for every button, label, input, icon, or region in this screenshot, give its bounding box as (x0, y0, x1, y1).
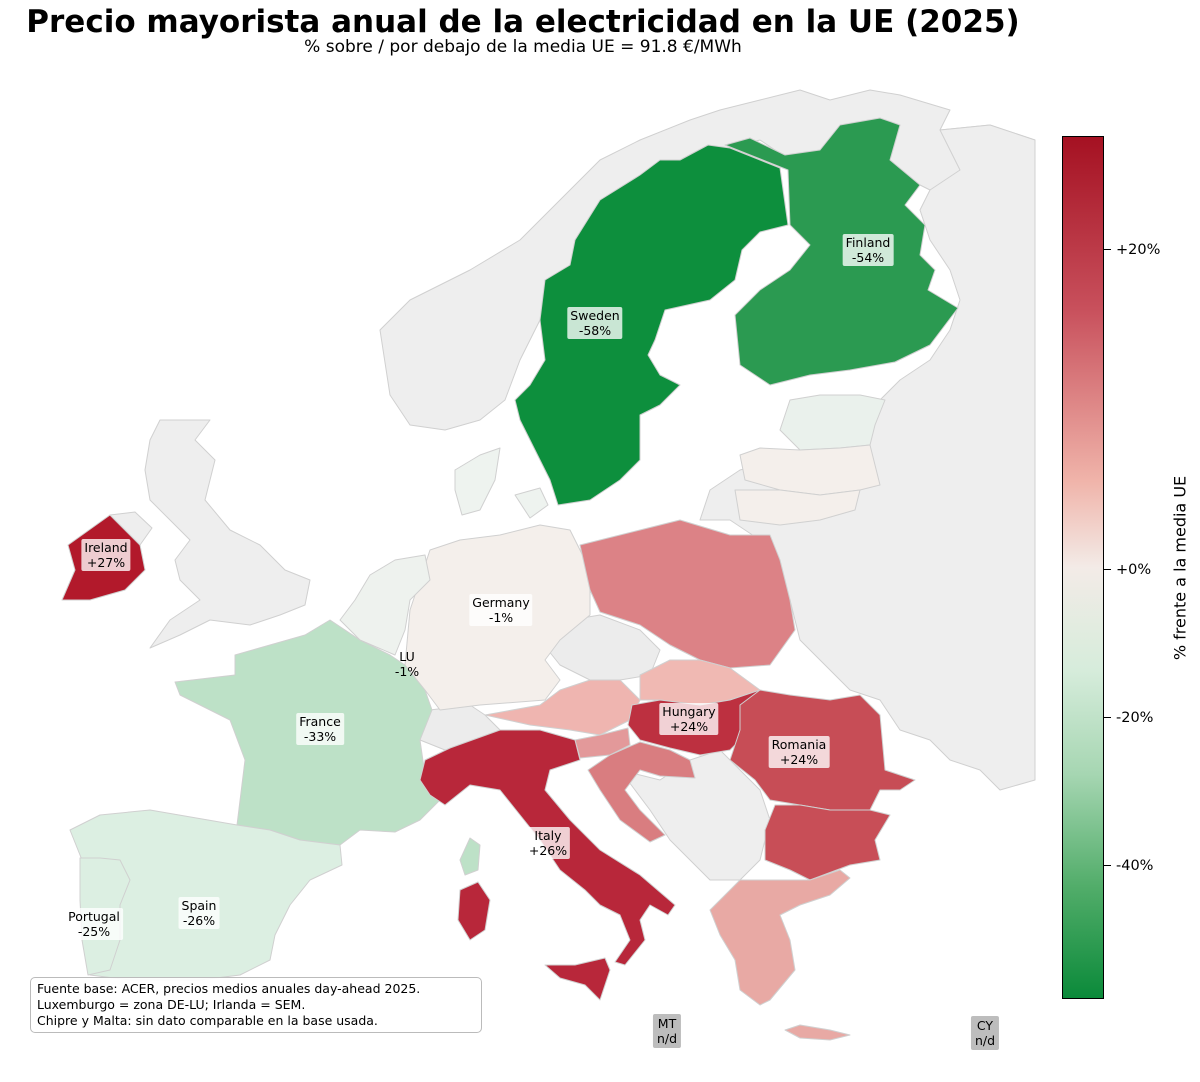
colorbar-tick (1104, 249, 1111, 250)
country-label-italy: Italy +26% (525, 827, 571, 859)
colorbar (1062, 136, 1104, 999)
country-label-luxembourg: LU -1% (392, 648, 422, 680)
sardinia-shape (457, 881, 491, 941)
finland-shape (724, 117, 959, 386)
country-value: +24% (779, 752, 819, 767)
map-subtitle: % sobre / por debajo de la media UE = 91… (304, 37, 742, 57)
estonia-shape (779, 394, 886, 451)
country-value: +27% (86, 555, 126, 570)
country-name: France (299, 714, 341, 729)
country-name: CY (976, 1018, 994, 1033)
sweden-shape (514, 144, 789, 506)
sicily-shape (544, 957, 611, 1001)
source-note: Fuente base: ACER, precios medios anuale… (30, 977, 482, 1033)
country-value: +24% (669, 719, 709, 734)
country-name: Romania (771, 737, 827, 752)
bulgaria-shape (764, 804, 891, 881)
colorbar-tick-label: -40% (1116, 858, 1154, 874)
country-name: Ireland (84, 540, 128, 555)
country-label-romania: Romania +24% (768, 736, 830, 768)
country-label-finland: Finland -54% (842, 234, 894, 266)
country-value: -25% (77, 924, 111, 939)
denmark-shape (454, 447, 501, 516)
colorbar-tick (1104, 717, 1111, 718)
country-value: -54% (851, 250, 885, 265)
country-name: Portugal (68, 909, 120, 924)
source-line: Fuente base: ACER, precios medios anuale… (37, 981, 421, 996)
poland-shape (579, 519, 796, 669)
country-label-malta: MT n/d (652, 1014, 682, 1048)
country-name: LU (399, 649, 415, 664)
benelux-shape (339, 554, 431, 656)
crete-shape (784, 1024, 851, 1041)
croatia-shape (587, 741, 696, 843)
map-title: Precio mayorista anual de la electricida… (26, 4, 1020, 40)
uk-shape (144, 419, 311, 649)
northern-ireland-shape (109, 511, 153, 546)
country-value: n/d (974, 1033, 996, 1048)
country-label-germany: Germany -1% (469, 594, 533, 626)
country-value: -1% (488, 610, 514, 625)
colorbar-tick-label: +20% (1116, 242, 1161, 258)
country-label-cyprus: CY n/d (970, 1016, 1000, 1050)
country-value: n/d (656, 1031, 678, 1046)
country-value: -26% (182, 913, 216, 928)
country-label-sweden: Sweden -58% (567, 307, 623, 339)
country-name: Germany (472, 595, 530, 610)
greece-shape (709, 869, 851, 1006)
country-value: -33% (303, 729, 337, 744)
source-line: Luxemburgo = zona DE-LU; Irlanda = SEM. (37, 997, 306, 1012)
country-name: Italy (534, 828, 562, 843)
country-label-ireland: Ireland +27% (81, 539, 131, 571)
country-label-hungary: Hungary +24% (659, 703, 719, 735)
country-label-spain: Spain -26% (178, 897, 220, 929)
corsica-shape (459, 837, 481, 876)
denmark-island-shape (514, 487, 549, 519)
country-name: Sweden (570, 308, 620, 323)
colorbar-tick (1104, 569, 1111, 570)
colorbar-title: % frente a la media UE (1170, 475, 1190, 661)
colorbar-tick-label: +0% (1116, 562, 1152, 578)
lithuania-shape (734, 489, 861, 526)
country-name: MT (657, 1016, 677, 1031)
country-label-france: France -33% (296, 713, 344, 745)
country-value: -58% (578, 323, 612, 338)
country-name: Hungary (662, 704, 716, 719)
latvia-shape (739, 444, 881, 496)
source-line: Chipre y Malta: sin dato comparable en l… (37, 1013, 378, 1028)
colorbar-tick (1104, 865, 1111, 866)
colorbar-tick-label: -20% (1116, 710, 1154, 726)
country-value: -1% (394, 664, 420, 679)
country-label-portugal: Portugal -25% (65, 908, 123, 940)
country-name: Spain (181, 898, 217, 913)
country-name: Finland (845, 235, 891, 250)
country-value: +26% (528, 843, 568, 858)
